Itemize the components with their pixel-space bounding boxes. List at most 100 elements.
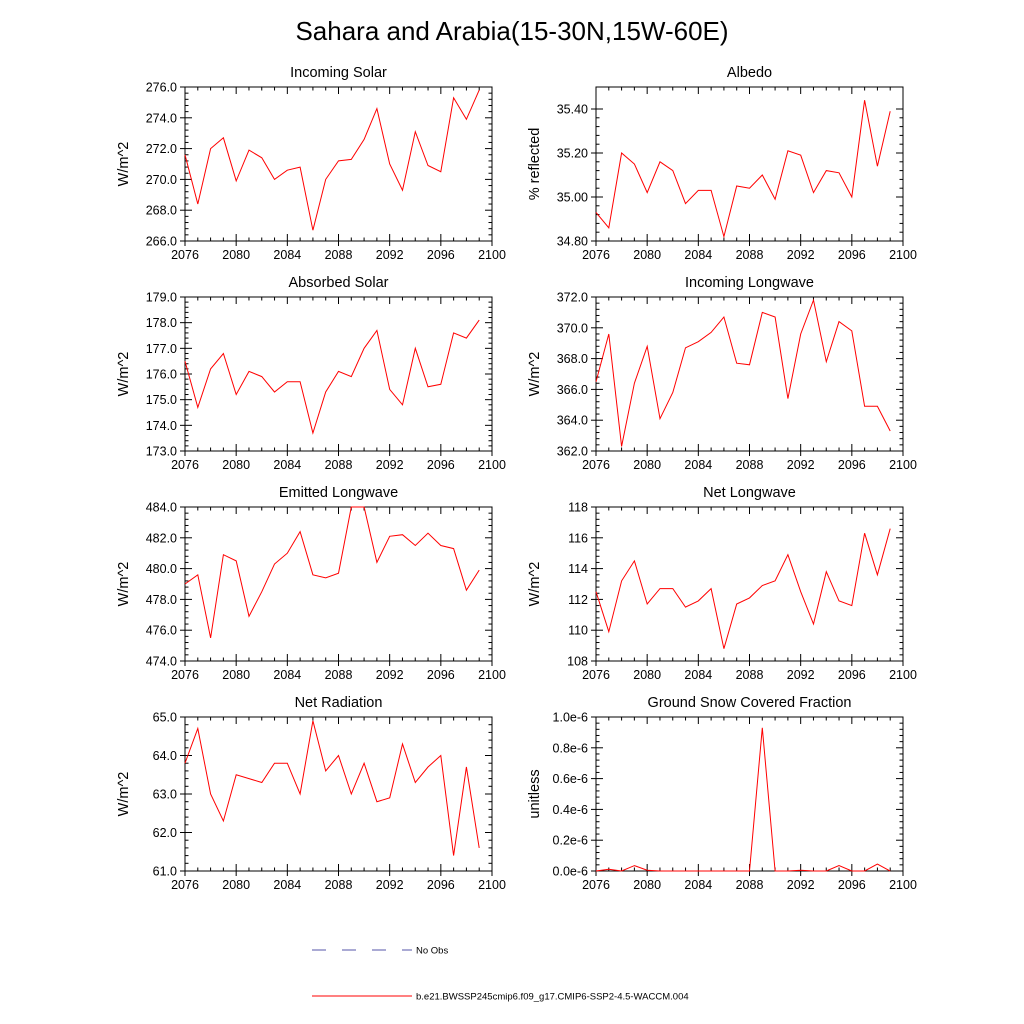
x-tick-label: 2088	[736, 458, 764, 472]
panel-absorbed-solar: Absorbed Solar W/m^2 2076 2080 2084 2088 2092 2…	[116, 275, 506, 472]
series-line	[184, 506, 480, 638]
y-tick-label: 175.0	[146, 393, 177, 407]
y-tick-label: 64.0	[153, 749, 177, 763]
y-tick-label: 266.0	[146, 235, 177, 249]
x-tick-label: 2080	[633, 668, 661, 682]
x-tick-label: 2100	[478, 248, 506, 262]
y-tick-label: 112	[568, 593, 588, 607]
y-tick-label: 484.0	[146, 501, 177, 515]
x-tick-label: 2084	[273, 668, 301, 682]
y-tick-label: 118	[568, 501, 588, 515]
x-tick-label: 2100	[889, 248, 917, 262]
y-tick-label: 178.0	[146, 316, 177, 330]
x-tick-label: 2084	[684, 248, 712, 262]
y-tick-label: 114	[568, 562, 588, 576]
panel-title: Net Longwave	[703, 485, 796, 501]
y-tick-label: 35.20	[557, 147, 588, 161]
y-tick-label: 362.0	[557, 445, 588, 459]
y-axis-label: W/m^2	[116, 562, 132, 607]
y-tick-label: 61.0	[153, 865, 177, 879]
x-tick-label: 2080	[222, 878, 250, 892]
x-tick-label: 2100	[889, 458, 917, 472]
x-tick-label: 2080	[633, 458, 661, 472]
x-tick-label: 2092	[376, 668, 404, 682]
y-tick-label: 35.00	[557, 191, 588, 205]
x-tick-label: 2084	[273, 248, 301, 262]
x-tick-label: 2088	[736, 878, 764, 892]
y-tick-label: 478.0	[146, 593, 177, 607]
x-tick-label: 2092	[376, 458, 404, 472]
panel-emitted-longwave: Emitted Longwave W/m^2 2076 2080 2084 2088 209…	[116, 485, 506, 682]
series-line	[184, 319, 480, 435]
x-tick-label: 2096	[838, 668, 866, 682]
x-tick-label: 2100	[478, 458, 506, 472]
x-tick-label: 2096	[838, 878, 866, 892]
x-tick-label: 2084	[684, 668, 712, 682]
panel-title: Net Radiation	[295, 695, 383, 711]
x-tick-label: 2100	[478, 878, 506, 892]
y-tick-label: 34.80	[557, 235, 588, 249]
panel-incoming-solar: Incoming Solar W/m^2 2076 2080 2084 2088 2092 2…	[116, 65, 506, 262]
y-tick-label: 474.0	[146, 655, 177, 669]
x-tick-label: 2084	[684, 878, 712, 892]
legend-label-model: b.e21.BWSSP245cmip6.f09_g17.CMIP6-SSP2-4…	[416, 992, 689, 1003]
figure-title: Sahara and Arabia(15-30N,15W-60E)	[295, 16, 728, 46]
x-tick-label: 2084	[273, 878, 301, 892]
x-tick-label: 2092	[376, 878, 404, 892]
y-tick-label: 0.4e-6	[553, 803, 588, 817]
series-line	[595, 298, 891, 447]
x-tick-label: 2076	[582, 248, 610, 262]
panel-incoming-longwave: Incoming Longwave W/m^2 2076 2080 2084 2088 20…	[527, 275, 917, 472]
x-tick-label: 2076	[171, 668, 199, 682]
x-tick-label: 2096	[838, 248, 866, 262]
panel-albedo: Albedo % reflected 2076 2080 2084 2088 2092 209…	[527, 65, 917, 262]
y-tick-label: 268.0	[146, 204, 177, 218]
y-tick-label: 0.8e-6	[553, 741, 588, 755]
y-tick-label: 482.0	[146, 531, 177, 545]
series-line	[595, 100, 891, 239]
x-tick-label: 2080	[222, 248, 250, 262]
series-line	[184, 89, 480, 231]
y-tick-label: 116	[568, 531, 588, 545]
series-line	[595, 727, 891, 872]
y-tick-label: 177.0	[146, 342, 177, 356]
y-tick-label: 62.0	[153, 826, 177, 840]
x-tick-label: 2080	[222, 458, 250, 472]
panel-title: Emitted Longwave	[279, 485, 398, 501]
plot-frame	[595, 716, 904, 872]
y-tick-label: 276.0	[146, 81, 177, 95]
y-axis-label: W/m^2	[527, 562, 543, 607]
x-tick-label: 2076	[171, 248, 199, 262]
legend-label-no-obs: No Obs	[416, 946, 448, 957]
x-tick-label: 2092	[787, 878, 815, 892]
panel-ground-snow-covered-fraction: Ground Snow Covered Fraction unitless 2076…	[527, 695, 917, 892]
x-tick-label: 2076	[171, 458, 199, 472]
y-tick-label: 174.0	[146, 419, 177, 433]
panel-title: Ground Snow Covered Fraction	[648, 695, 852, 711]
panel-title: Incoming Longwave	[685, 275, 814, 291]
y-axis-label: W/m^2	[116, 772, 132, 817]
x-tick-label: 2088	[325, 458, 353, 472]
y-tick-label: 274.0	[146, 111, 177, 125]
y-axis-label: W/m^2	[527, 352, 543, 397]
plot-frame	[595, 86, 904, 242]
y-tick-label: 176.0	[146, 368, 177, 382]
x-tick-label: 2096	[427, 878, 455, 892]
y-axis-label: W/m^2	[116, 352, 132, 397]
x-tick-label: 2084	[273, 458, 301, 472]
x-tick-label: 2076	[582, 458, 610, 472]
x-tick-label: 2084	[684, 458, 712, 472]
x-tick-label: 2100	[478, 668, 506, 682]
legend: No Obs b.e21.BWSSP245cmip6.f09_g17.CMIP6…	[312, 946, 689, 1003]
x-tick-label: 2096	[427, 458, 455, 472]
x-tick-label: 2088	[736, 668, 764, 682]
x-tick-label: 2088	[325, 668, 353, 682]
x-tick-label: 2100	[889, 668, 917, 682]
series-line	[184, 720, 480, 856]
y-tick-label: 63.0	[153, 788, 177, 802]
panel-grid: Incoming Solar W/m^2 2076 2080 2084 2088 2092 2…	[116, 65, 917, 892]
y-axis-label: % reflected	[527, 128, 543, 201]
y-tick-label: 1.0e-6	[553, 711, 588, 725]
panel-title: Incoming Solar	[290, 65, 387, 81]
